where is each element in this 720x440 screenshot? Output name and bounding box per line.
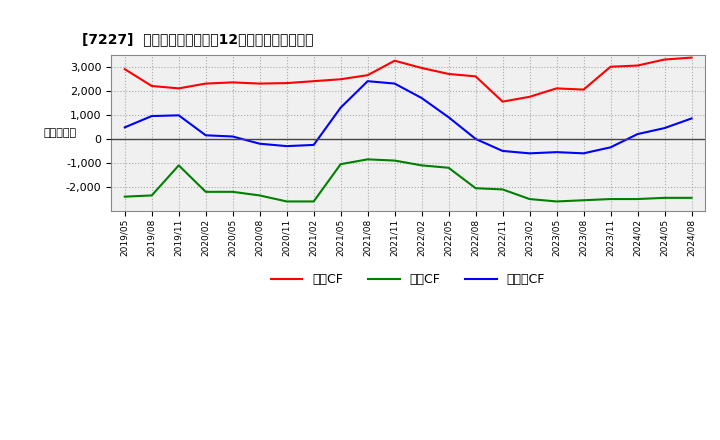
フリーCF <box>120 125 129 130</box>
Y-axis label: （百万円）: （百万円） <box>44 128 77 138</box>
投資CF <box>418 163 426 168</box>
営業CF <box>336 77 345 82</box>
営業CF <box>526 94 534 99</box>
営業CF <box>606 64 615 70</box>
営業CF <box>148 83 156 88</box>
投資CF <box>444 165 453 170</box>
投資CF <box>687 195 696 201</box>
フリーCF <box>444 114 453 120</box>
Line: フリーCF: フリーCF <box>125 81 691 154</box>
フリーCF <box>552 150 561 155</box>
営業CF <box>310 78 318 84</box>
Line: 営業CF: 営業CF <box>125 58 691 102</box>
フリーCF <box>472 136 480 142</box>
営業CF <box>256 81 264 86</box>
営業CF <box>174 86 183 91</box>
フリーCF <box>336 105 345 110</box>
フリーCF <box>174 113 183 118</box>
投資CF <box>472 186 480 191</box>
営業CF <box>660 57 669 62</box>
投資CF <box>256 193 264 198</box>
営業CF <box>472 74 480 79</box>
営業CF <box>364 73 372 78</box>
投資CF <box>552 199 561 204</box>
フリーCF <box>418 95 426 101</box>
フリーCF <box>202 132 210 138</box>
投資CF <box>310 199 318 204</box>
フリーCF <box>390 81 399 86</box>
Legend: 営業CF, 投資CF, フリーCF: 営業CF, 投資CF, フリーCF <box>271 273 545 286</box>
営業CF <box>418 65 426 70</box>
フリーCF <box>660 125 669 131</box>
フリーCF <box>526 151 534 156</box>
フリーCF <box>498 148 507 154</box>
投資CF <box>228 189 237 194</box>
フリーCF <box>633 132 642 137</box>
投資CF <box>120 194 129 199</box>
投資CF <box>336 161 345 167</box>
Text: [7227]  キャッシュフローの12か月移動合計の推移: [7227] キャッシュフローの12か月移動合計の推移 <box>81 33 313 47</box>
フリーCF <box>364 78 372 84</box>
フリーCF <box>148 114 156 119</box>
投資CF <box>660 195 669 201</box>
投資CF <box>174 163 183 168</box>
投資CF <box>364 157 372 162</box>
営業CF <box>390 58 399 63</box>
フリーCF <box>579 151 588 156</box>
営業CF <box>579 87 588 92</box>
フリーCF <box>310 142 318 147</box>
投資CF <box>282 199 291 204</box>
営業CF <box>633 63 642 68</box>
フリーCF <box>228 134 237 139</box>
Line: 投資CF: 投資CF <box>125 159 691 202</box>
営業CF <box>282 81 291 86</box>
営業CF <box>552 86 561 91</box>
営業CF <box>498 99 507 104</box>
投資CF <box>526 196 534 202</box>
投資CF <box>606 196 615 202</box>
営業CF <box>228 80 237 85</box>
フリーCF <box>687 116 696 121</box>
フリーCF <box>256 141 264 147</box>
投資CF <box>148 193 156 198</box>
営業CF <box>120 66 129 72</box>
営業CF <box>444 71 453 77</box>
フリーCF <box>282 143 291 149</box>
投資CF <box>633 196 642 202</box>
投資CF <box>390 158 399 163</box>
営業CF <box>687 55 696 60</box>
投資CF <box>579 198 588 203</box>
投資CF <box>202 189 210 194</box>
フリーCF <box>606 145 615 150</box>
投資CF <box>498 187 507 192</box>
営業CF <box>202 81 210 86</box>
